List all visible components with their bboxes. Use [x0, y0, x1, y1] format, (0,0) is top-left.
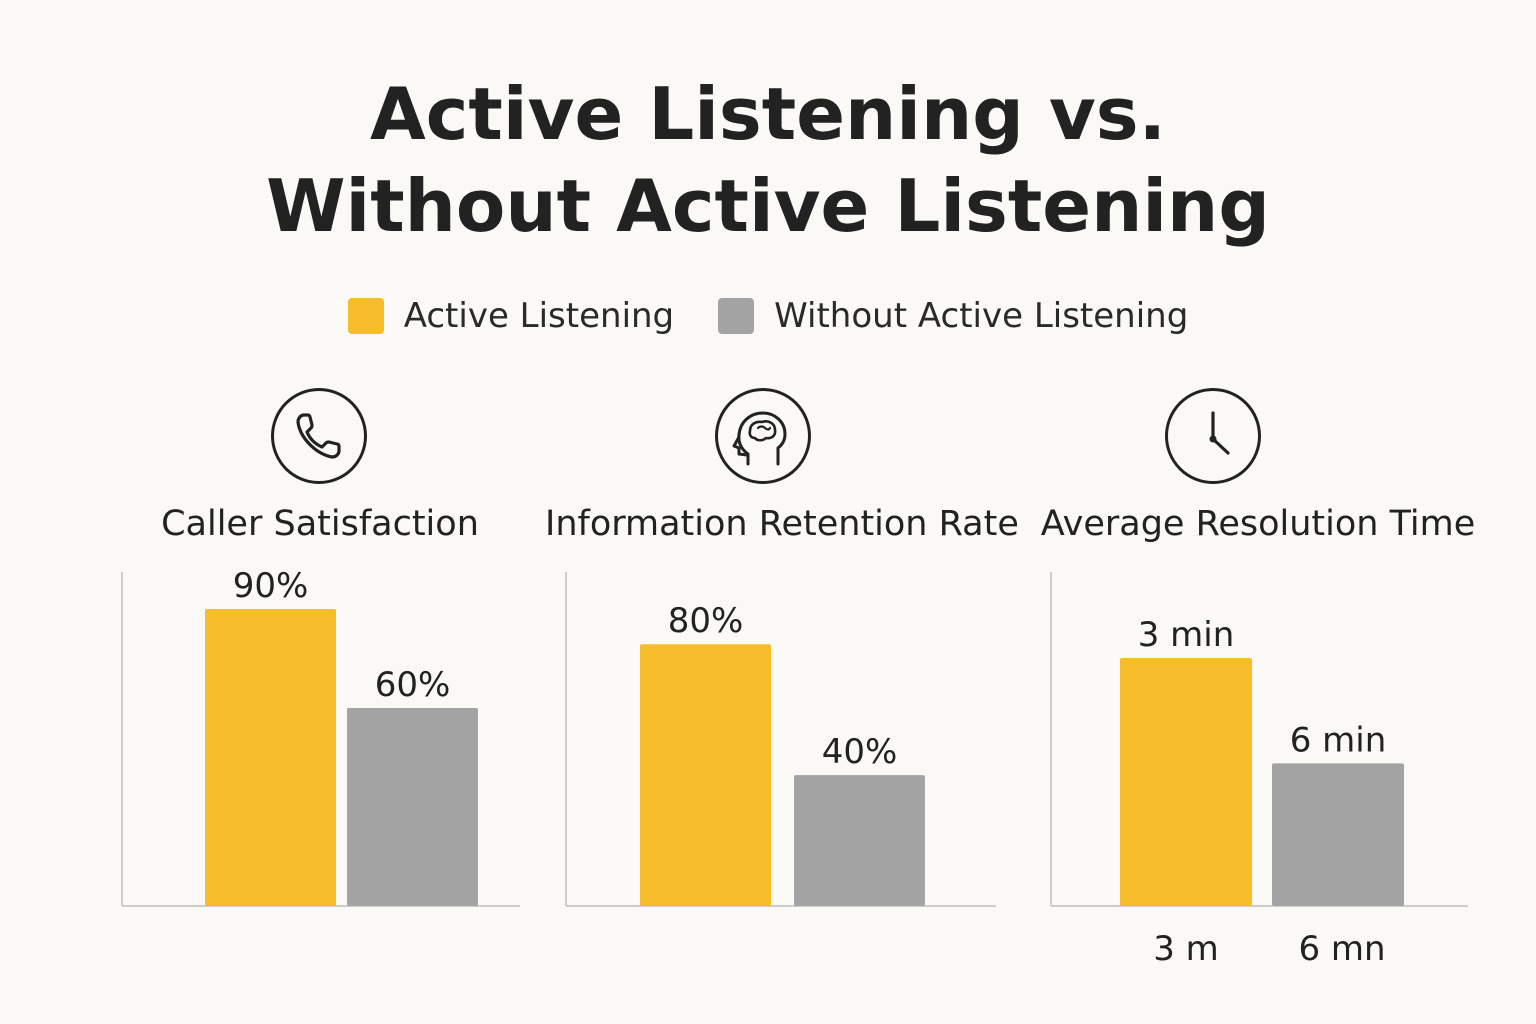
legend-label-active: Active Listening	[403, 296, 675, 336]
clock-icon-glyph	[1209, 411, 1230, 455]
brain-head-icon-glyph	[732, 411, 787, 466]
phone-icon-glyph	[296, 413, 341, 459]
bar-active	[205, 609, 336, 906]
legend-item-without: Without Active Listening	[718, 296, 1188, 336]
tick-label-active: 3 m	[1153, 929, 1219, 969]
brain-head-icon	[715, 388, 811, 484]
panel-information-retention: Information Retention Rate 80% 40%	[545, 380, 1019, 1020]
data-label-without: 60%	[375, 665, 451, 705]
chart-average-resolution: 3 min 3 m 6 min 6 mn	[1050, 572, 1468, 969]
data-label-active: 3 min	[1138, 615, 1235, 655]
panel-caller-satisfaction: Caller Satisfaction 90% 60%	[100, 380, 540, 1020]
bar-active	[640, 644, 771, 906]
chart-title-line-2: Without Active Listening	[266, 164, 1270, 248]
legend-swatch-without	[718, 298, 755, 334]
chart-caller-satisfaction: 90% 60%	[121, 566, 520, 907]
bar-without	[794, 775, 925, 906]
legend-swatch-active	[347, 298, 384, 334]
bar-without	[1272, 763, 1404, 906]
data-label-without: 40%	[822, 732, 898, 772]
data-label-active: 80%	[668, 601, 744, 641]
legend-item-active: Active Listening	[347, 296, 675, 336]
legend: Active Listening Without Active Listenin…	[0, 296, 1536, 336]
bar-without	[347, 708, 478, 906]
data-label-active: 90%	[233, 566, 309, 606]
phone-icon	[271, 388, 367, 484]
panel-label-caller-satisfaction: Caller Satisfaction	[161, 504, 479, 544]
data-label-without: 6 min	[1290, 720, 1387, 760]
panel-label-information-retention: Information Retention Rate	[545, 504, 1019, 544]
panel-average-resolution: Average Resolution Time 3 min 3 m 6 min 6 m…	[1030, 380, 1486, 1020]
chart-title-line-1: Active Listening vs.	[370, 72, 1166, 156]
clock-icon	[1165, 388, 1261, 484]
chart-information-retention: 80% 40%	[565, 572, 996, 907]
panel-label-average-resolution: Average Resolution Time	[1040, 504, 1476, 544]
bar-active	[1120, 658, 1252, 906]
legend-label-without: Without Active Listening	[774, 296, 1189, 336]
tick-label-without: 6 mn	[1298, 929, 1385, 969]
